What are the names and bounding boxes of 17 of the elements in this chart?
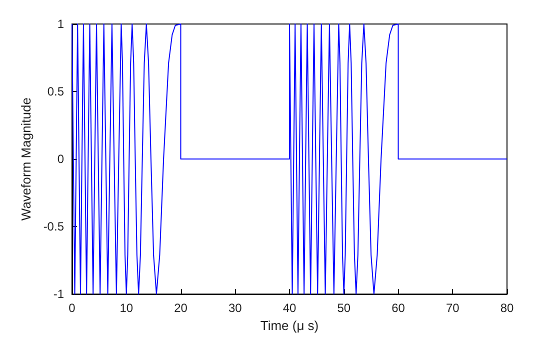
line-series <box>72 24 508 295</box>
x-tick-label: 80 <box>500 301 514 316</box>
x-tick-label: 70 <box>446 301 460 316</box>
x-tick-label: 40 <box>282 301 296 316</box>
y-tick-label: 1 <box>57 17 64 31</box>
x-tick-label: 0 <box>68 301 76 316</box>
x-tick-label: 10 <box>120 301 134 316</box>
y-tick-label: 0.5 <box>47 84 64 99</box>
y-tick-label: 0 <box>57 152 64 166</box>
y-axis-title: Waveform Magnitude <box>18 98 34 221</box>
x-tick-label: 20 <box>174 301 188 316</box>
x-tick-label: 50 <box>337 301 351 316</box>
y-tick-label: -0.5 <box>43 220 64 234</box>
x-tick-label: 60 <box>392 301 406 316</box>
x-tick-label: 30 <box>228 301 242 316</box>
x-axis-title: Time (μ s) <box>260 318 319 333</box>
y-tick-label: -1 <box>53 287 64 302</box>
